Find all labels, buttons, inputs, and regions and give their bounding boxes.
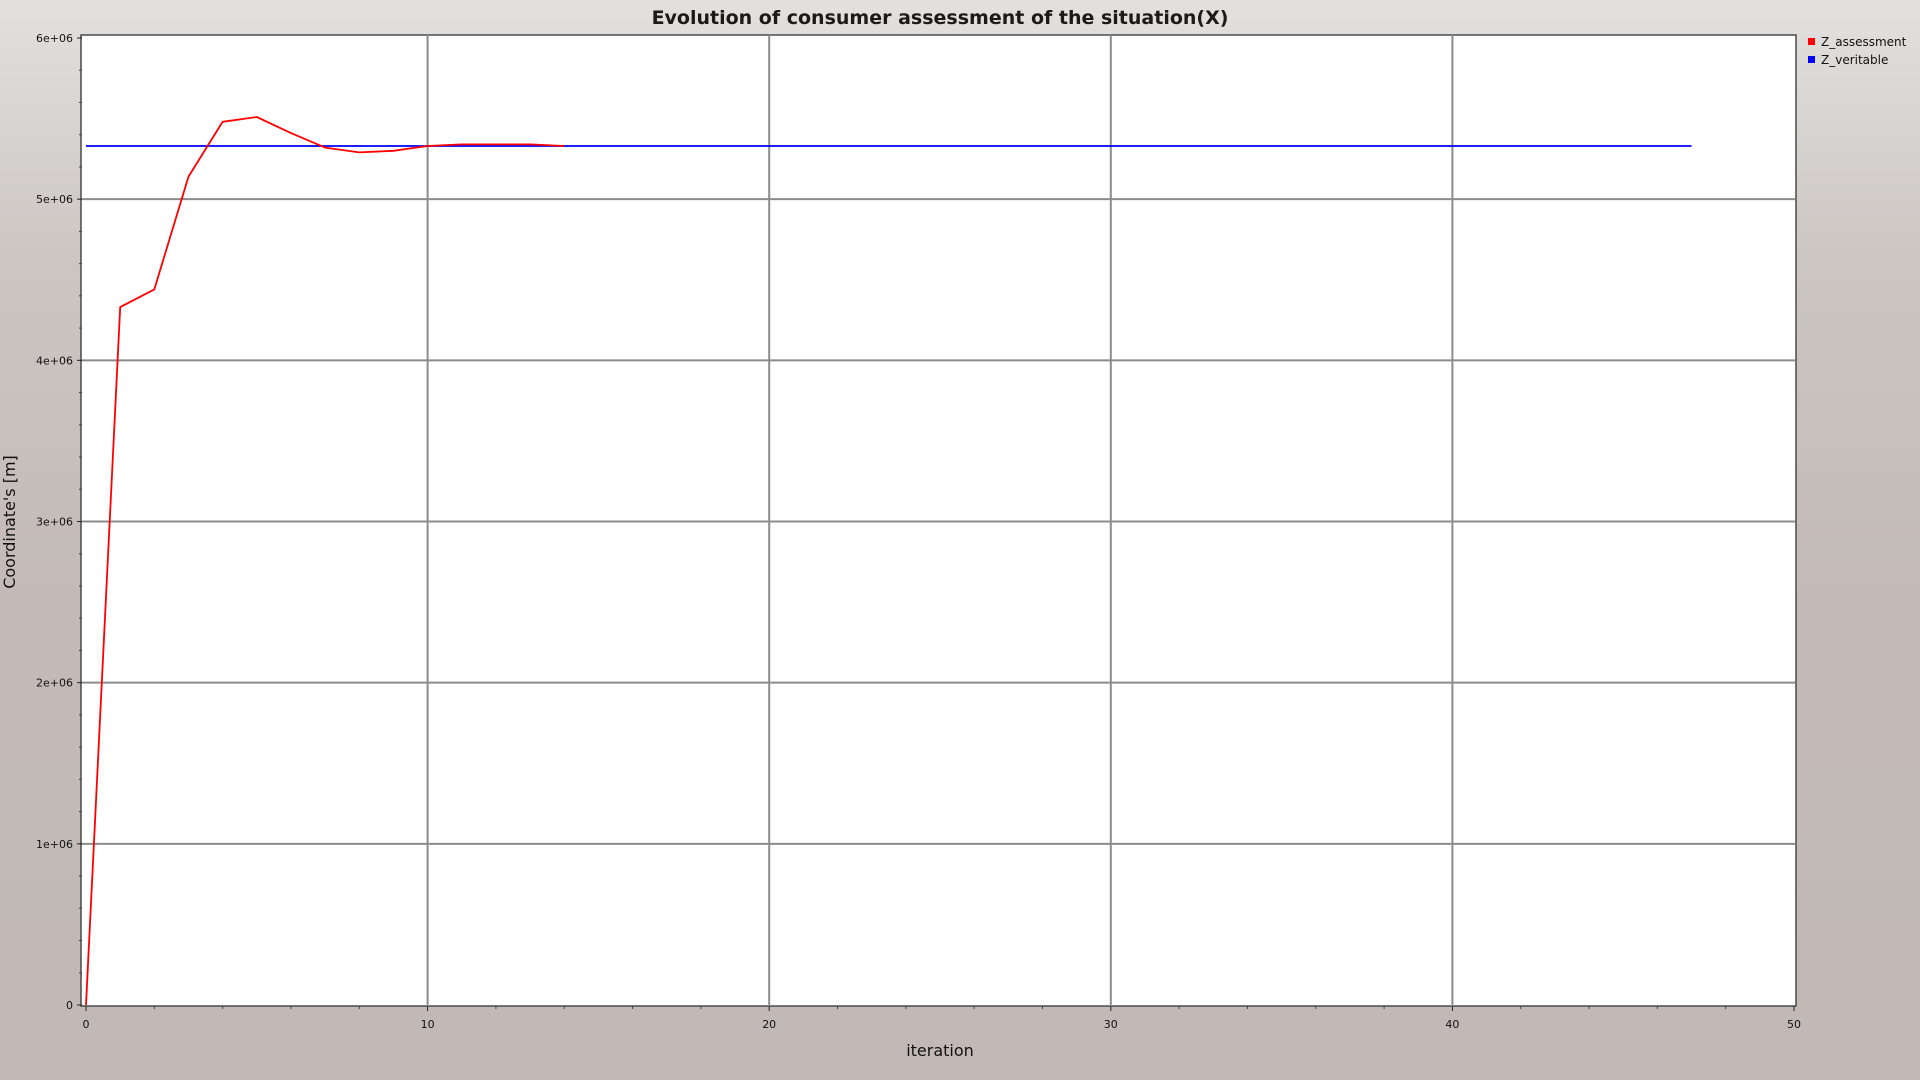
legend-label: Z_assessment [1821,35,1907,49]
x-tick-label: 0 [83,1018,90,1031]
x-tick-label: 10 [421,1018,435,1031]
x-tick-label: 30 [1104,1018,1118,1031]
y-axis-label: Coordinate's [m] [0,455,19,589]
x-tick-label: 20 [762,1018,776,1031]
legend-swatch [1808,56,1815,63]
y-tick-label: 0 [66,999,73,1012]
axis-ticks: 0 10 20 30 40 50 0 1e+06 2e+06 3e+06 4e+06 5e+06 6e+… [36,32,1801,1031]
y-tick-label: 2e+06 [36,677,73,690]
legend-swatch [1808,38,1815,45]
series-lines [85,116,1692,1006]
legend-label: Z_veritable [1821,53,1888,67]
x-tick-label: 50 [1787,1018,1801,1031]
x-axis-label: iteration [906,1041,974,1060]
y-tick-label: 5e+06 [36,193,73,206]
y-tick-label: 3e+06 [36,516,73,529]
y-tick-label: 1e+06 [36,838,73,851]
y-tick-label: 6e+06 [36,32,73,45]
series-line-z-assessment [85,116,565,1006]
y-tick-label: 4e+06 [36,354,73,367]
legend: Z_assessment Z_veritable [1808,35,1907,67]
grid-lines [82,35,1795,1006]
x-tick-label: 40 [1445,1018,1459,1031]
chart-title: Evolution of consumer assessment of the … [652,7,1229,29]
